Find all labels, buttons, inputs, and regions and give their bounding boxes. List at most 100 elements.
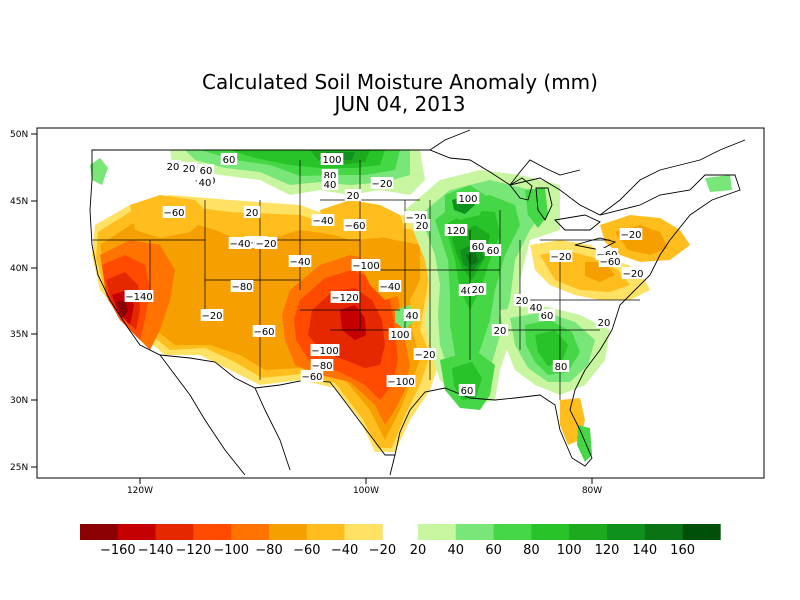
- contour-label: 20: [167, 162, 180, 173]
- legend-swatch: [682, 524, 721, 540]
- wet-maine: [705, 175, 732, 192]
- contour-label: 20: [598, 318, 611, 329]
- contour-label: −120: [331, 293, 358, 304]
- contour-label: 20: [183, 164, 196, 175]
- contour-label: 40: [461, 286, 474, 297]
- contour-label: −80: [311, 361, 332, 372]
- contour-label: −20: [414, 350, 435, 361]
- wet-washington: [90, 158, 108, 185]
- lon-tick-label: 120W: [127, 486, 153, 496]
- contour-label: 60: [472, 242, 485, 253]
- contour-label-bg: [197, 164, 215, 176]
- contour-label: 60: [487, 246, 500, 257]
- legend-labels: −160 −140 −120 −100 −80 −60 −40 −20 20 40 60 80 100 1…: [100, 543, 695, 558]
- contour-label: 40: [406, 311, 419, 322]
- us-outline: [89, 149, 741, 467]
- contour-label-bg: [228, 237, 252, 249]
- contour-label: 20: [472, 285, 485, 296]
- contour-label: 60: [223, 155, 236, 166]
- legend-label: 160: [670, 543, 695, 558]
- contour-label-bg: [370, 177, 394, 189]
- contour-label: 60: [461, 386, 474, 397]
- dry-southwest-160: [116, 300, 128, 318]
- contour-label-bg: [220, 153, 238, 165]
- contour-label: −60: [599, 257, 620, 268]
- legend-label: 140: [632, 543, 657, 558]
- contour-label-bg: [288, 255, 312, 267]
- contour-label-bg: [196, 176, 214, 188]
- contour-label-bg: [378, 280, 402, 292]
- legend-swatch: [193, 524, 232, 540]
- contour-label: −20: [622, 269, 643, 280]
- contour-label-bg: [343, 219, 367, 231]
- wet-midwest-140: [466, 252, 478, 266]
- legend-swatch: [493, 524, 532, 540]
- contour-label-bg: [180, 162, 198, 174]
- contour-label-bg: [513, 294, 531, 306]
- lat-axis: 50N 45N 40N 35N 30N 25N: [10, 130, 37, 473]
- contour-label-bg: [598, 255, 622, 267]
- contour-label: 100: [322, 155, 341, 166]
- contour-label: −40: [379, 282, 400, 293]
- contour-label: −40: [229, 239, 250, 250]
- contour-label: −100: [387, 377, 414, 388]
- map-title: Calculated Soil Moisture Anomaly (mm): [202, 70, 598, 94]
- legend-label: 60: [485, 543, 502, 558]
- lat-tick-label: 50N: [10, 130, 28, 140]
- contour-label: −100: [352, 261, 379, 272]
- legend-swatch: [569, 524, 608, 540]
- contour-label-bg: [403, 309, 421, 321]
- contour-label-bg: [330, 291, 360, 303]
- legend-swatch: [80, 524, 119, 540]
- contour-label-bg: [527, 301, 545, 313]
- legend-swatch: [418, 524, 457, 540]
- contour-label: 100: [390, 330, 409, 341]
- great-lakes: [509, 177, 617, 251]
- legend-label: −120: [176, 543, 212, 558]
- contour-label-bg: [595, 316, 613, 328]
- legend-label: −160: [100, 543, 136, 558]
- contour-label-bg: [252, 325, 276, 337]
- contour-label-bg: [200, 309, 224, 321]
- contour-label-bg: [311, 214, 335, 226]
- legend-swatch: [155, 524, 194, 540]
- contour-label-bg: [491, 324, 509, 336]
- contour-label-bg: [469, 283, 487, 295]
- plot-frame: [36, 127, 765, 479]
- contour-label: −20: [201, 311, 222, 322]
- contour-label-bg: [552, 360, 570, 372]
- contour-label: −80: [231, 282, 252, 293]
- lat-tick-label: 30N: [10, 396, 28, 406]
- contour-label: 20: [494, 326, 507, 337]
- contour-label-bg: [444, 224, 468, 236]
- contour-label-bg: [310, 359, 334, 371]
- lat-tick-label: 40N: [10, 264, 28, 274]
- contour-label: 20: [416, 221, 429, 232]
- contour-label-bg: [254, 237, 278, 249]
- legend-swatch: [231, 524, 270, 540]
- lat-tick-label: 25N: [10, 463, 28, 473]
- contour-label: −20: [620, 230, 641, 241]
- contour-label-bg: [458, 384, 476, 396]
- contour-label: 120: [446, 226, 465, 237]
- contour-label-bg: [413, 219, 431, 231]
- contour-label-bg: [164, 160, 182, 172]
- color-legend: −160 −140 −120 −100 −80 −60 −40 −20 20 40 60 80 100 1…: [80, 524, 721, 558]
- contour-label-bg: [621, 267, 645, 279]
- contour-label-bg: [484, 244, 502, 256]
- legend-negative-swatches: [80, 524, 383, 540]
- canada-outline: [429, 129, 746, 216]
- legend-swatch: [269, 524, 308, 540]
- legend-label: −60: [293, 543, 320, 558]
- mexico-outline: [159, 354, 396, 476]
- contour-label-bg: [619, 228, 643, 240]
- contour-label: 100: [458, 194, 477, 205]
- contour-label-bg: [351, 259, 381, 271]
- contour-label-bg: [243, 206, 261, 218]
- contour-label-bg: [344, 189, 362, 201]
- legend-swatch: [455, 524, 494, 540]
- lat-tick-label: 45N: [10, 197, 28, 207]
- legend-label: −80: [255, 543, 282, 558]
- contour-labels: 60100202060−20408040−2020100−6020−40−20−…: [124, 153, 645, 397]
